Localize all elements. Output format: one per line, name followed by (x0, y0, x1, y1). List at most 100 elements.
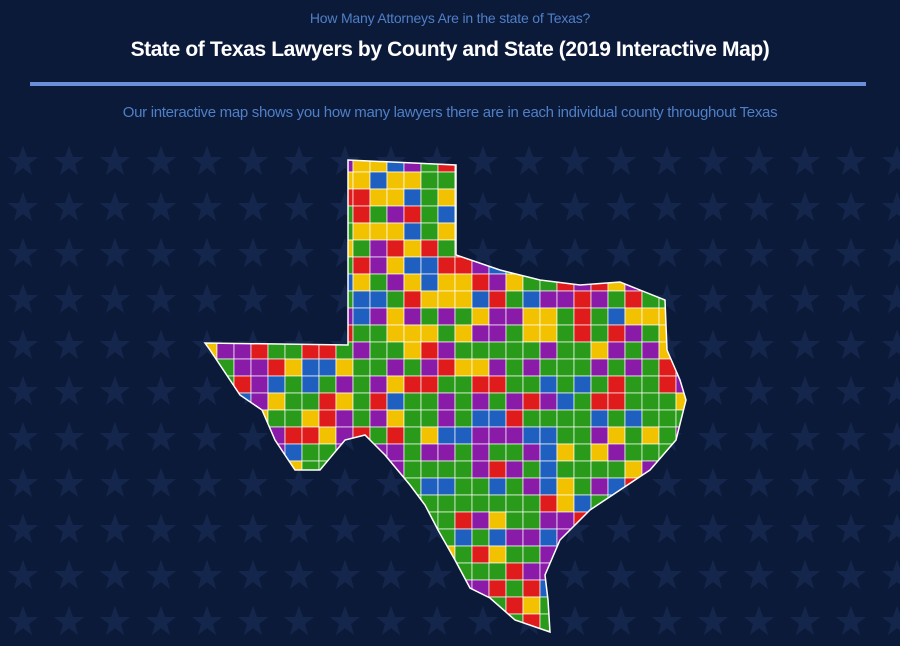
county[interactable] (607, 205, 626, 224)
county[interactable] (590, 613, 609, 632)
county[interactable] (216, 460, 235, 479)
county[interactable] (301, 358, 320, 377)
county[interactable] (267, 273, 286, 292)
county[interactable] (216, 239, 235, 258)
county[interactable] (216, 528, 235, 547)
county[interactable] (539, 528, 558, 547)
county[interactable] (284, 307, 303, 326)
county[interactable] (454, 596, 473, 615)
county[interactable] (250, 630, 269, 646)
county[interactable] (318, 545, 337, 564)
county[interactable] (658, 222, 677, 241)
county[interactable] (590, 511, 609, 530)
county[interactable] (471, 341, 490, 360)
county[interactable] (318, 375, 337, 394)
county[interactable] (488, 205, 507, 224)
county[interactable] (488, 171, 507, 190)
county[interactable] (352, 477, 371, 496)
county[interactable] (590, 562, 609, 581)
county[interactable] (505, 579, 524, 598)
county[interactable] (369, 409, 388, 428)
county[interactable] (250, 562, 269, 581)
county[interactable] (505, 511, 524, 530)
county[interactable] (573, 545, 592, 564)
county[interactable] (284, 562, 303, 581)
county[interactable] (437, 392, 456, 411)
county[interactable] (284, 256, 303, 275)
county[interactable] (437, 579, 456, 598)
county[interactable] (301, 477, 320, 496)
county[interactable] (420, 256, 439, 275)
county[interactable] (505, 290, 524, 309)
county[interactable] (267, 392, 286, 411)
county[interactable] (522, 358, 541, 377)
county[interactable] (573, 256, 592, 275)
county[interactable] (471, 375, 490, 394)
county[interactable] (624, 239, 643, 258)
county[interactable] (624, 358, 643, 377)
county[interactable] (471, 392, 490, 411)
county[interactable] (369, 375, 388, 394)
county[interactable] (573, 630, 592, 646)
county[interactable] (641, 171, 660, 190)
county[interactable] (335, 307, 354, 326)
county[interactable] (590, 409, 609, 428)
county[interactable] (539, 477, 558, 496)
county[interactable] (641, 562, 660, 581)
county[interactable] (556, 392, 575, 411)
county[interactable] (454, 375, 473, 394)
county[interactable] (318, 239, 337, 258)
county[interactable] (335, 477, 354, 496)
county[interactable] (556, 358, 575, 377)
county[interactable] (437, 511, 456, 530)
county[interactable] (369, 426, 388, 445)
county[interactable] (216, 579, 235, 598)
county[interactable] (658, 443, 677, 462)
county[interactable] (505, 477, 524, 496)
county[interactable] (420, 171, 439, 190)
county[interactable] (233, 460, 252, 479)
county[interactable] (233, 188, 252, 207)
county[interactable] (471, 171, 490, 190)
county[interactable] (488, 392, 507, 411)
county[interactable] (505, 358, 524, 377)
county[interactable] (624, 324, 643, 343)
county[interactable] (318, 392, 337, 411)
county[interactable] (539, 426, 558, 445)
county[interactable] (233, 528, 252, 547)
county[interactable] (250, 290, 269, 309)
county[interactable] (641, 426, 660, 445)
county[interactable] (454, 613, 473, 632)
county[interactable] (522, 579, 541, 598)
county[interactable] (284, 528, 303, 547)
county[interactable] (488, 239, 507, 258)
county[interactable] (488, 579, 507, 598)
county[interactable] (301, 562, 320, 581)
county[interactable] (369, 307, 388, 326)
county[interactable] (522, 545, 541, 564)
county[interactable] (216, 171, 235, 190)
county[interactable] (284, 545, 303, 564)
county[interactable] (335, 596, 354, 615)
county[interactable] (471, 155, 490, 173)
county[interactable] (386, 511, 405, 530)
county[interactable] (301, 613, 320, 632)
county[interactable] (454, 307, 473, 326)
county[interactable] (658, 188, 677, 207)
county[interactable] (505, 443, 524, 462)
county[interactable] (216, 562, 235, 581)
county[interactable] (352, 205, 371, 224)
county[interactable] (352, 511, 371, 530)
county[interactable] (284, 171, 303, 190)
county[interactable] (250, 358, 269, 377)
county[interactable] (250, 307, 269, 326)
county[interactable] (250, 375, 269, 394)
county[interactable] (437, 613, 456, 632)
county[interactable] (301, 443, 320, 462)
county[interactable] (573, 222, 592, 241)
county[interactable] (590, 341, 609, 360)
county[interactable] (386, 171, 405, 190)
county[interactable] (675, 596, 693, 615)
county[interactable] (454, 477, 473, 496)
county[interactable] (335, 528, 354, 547)
